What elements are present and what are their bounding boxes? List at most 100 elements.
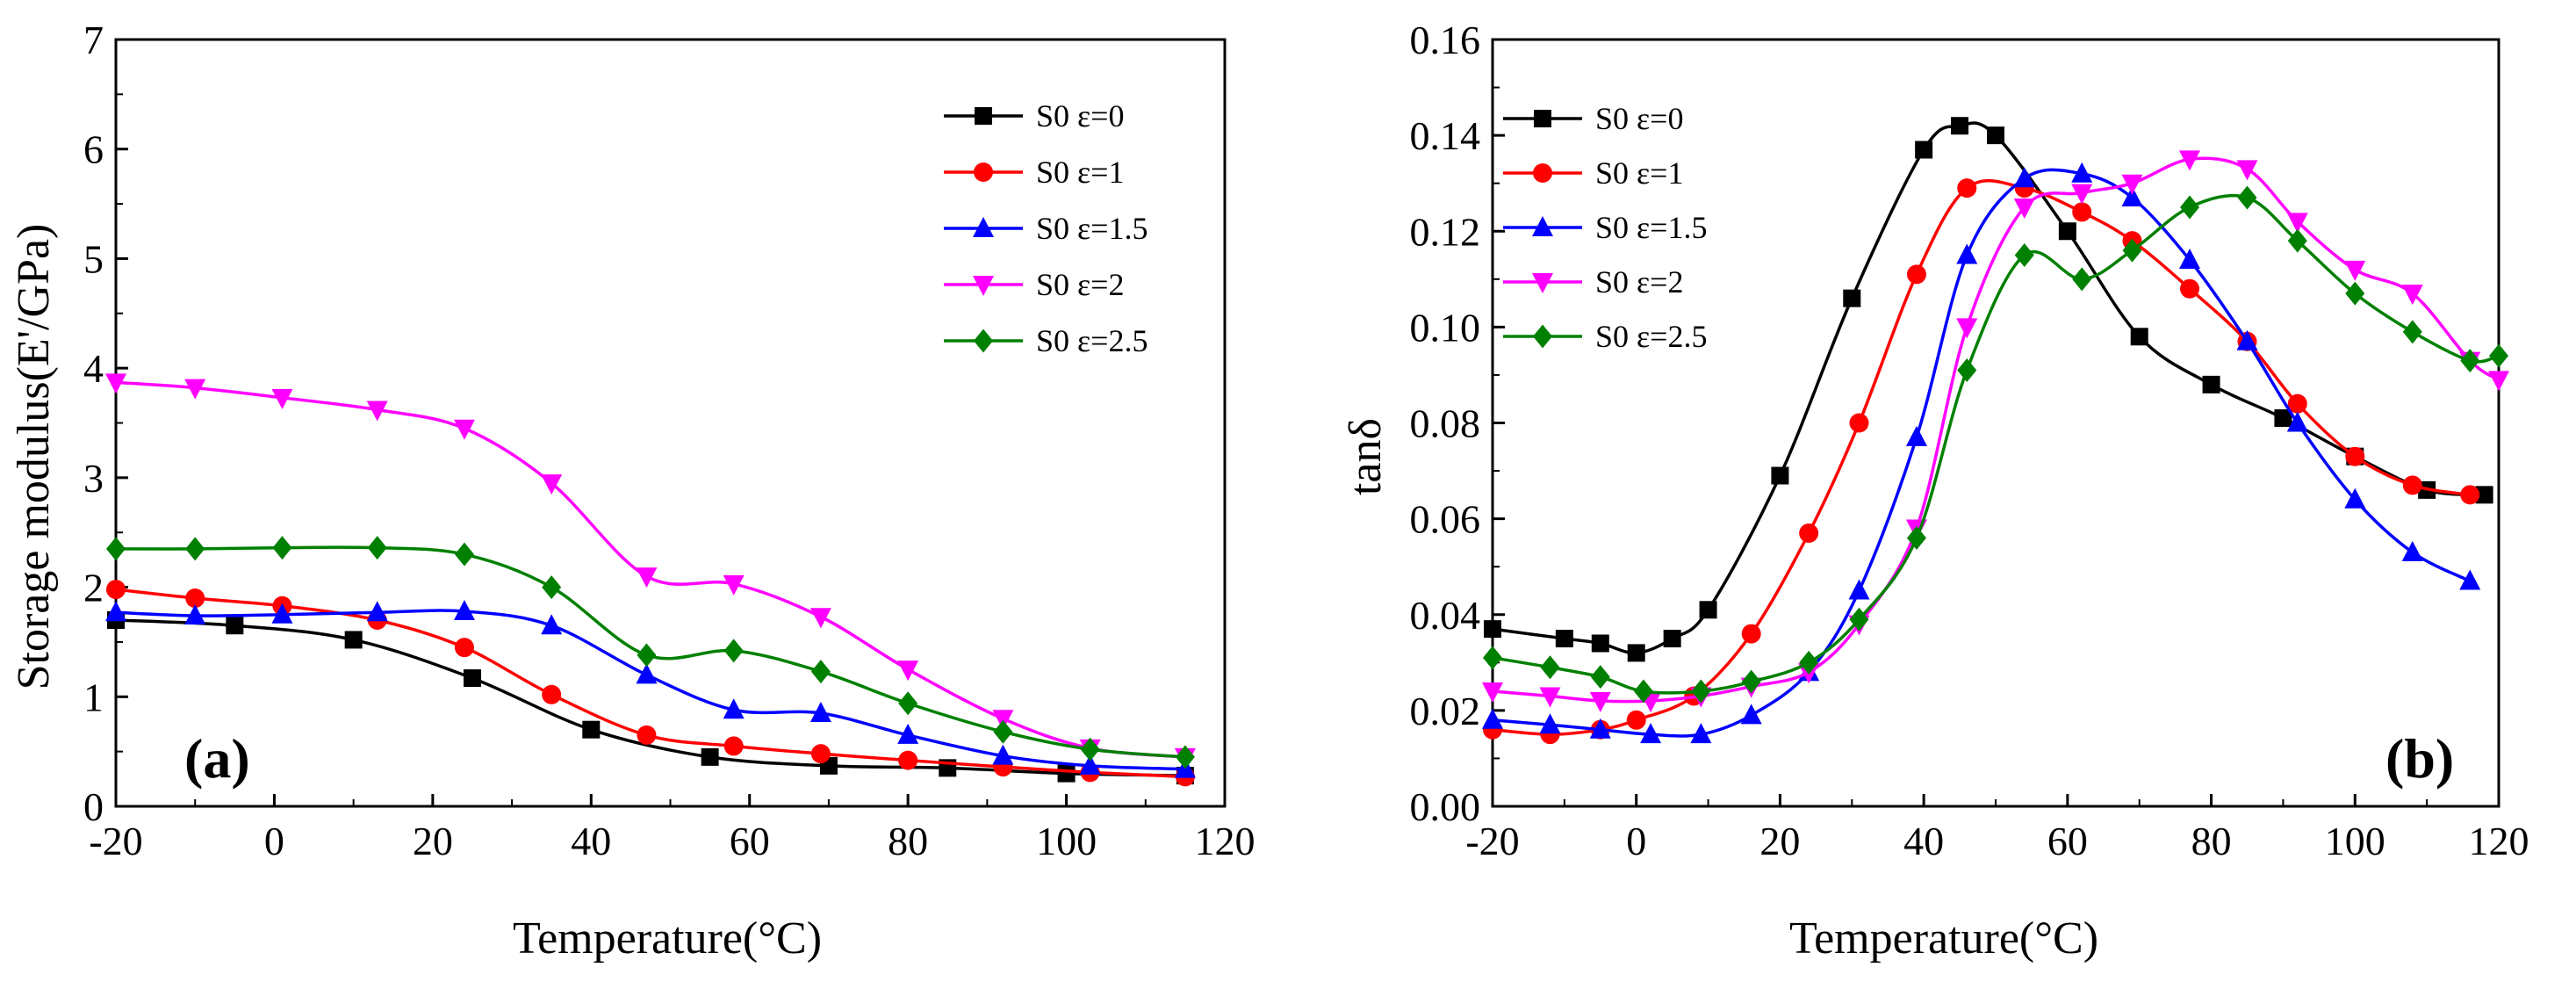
data-point: [897, 723, 919, 744]
x-tick-label: 120: [2469, 819, 2529, 863]
data-point: [1484, 620, 1501, 639]
data-point: [184, 379, 206, 400]
y-axis-title: Storage modulus(E'/GPa): [9, 224, 59, 690]
data-point: [366, 401, 388, 422]
legend-item: S0 ε=1.5: [944, 211, 1148, 246]
series-1: [1484, 117, 2493, 662]
x-tick-label: -20: [89, 819, 142, 863]
data-point: [185, 537, 205, 561]
legend-label: S0 ε=2: [1036, 267, 1124, 302]
data-point: [1539, 687, 1561, 708]
data-point: [2344, 260, 2366, 281]
x-tick-label: 0: [264, 819, 284, 863]
data-point: [809, 608, 831, 629]
y-tick-label: 0.14: [1410, 113, 1481, 158]
data-point: [1640, 723, 1662, 744]
data-point: [809, 701, 831, 722]
x-tick-label: 20: [1759, 819, 1800, 863]
data-point: [2401, 285, 2423, 306]
data-point: [1957, 178, 1977, 199]
data-point: [185, 588, 205, 609]
data-point: [2071, 184, 2093, 205]
legend-item: S0 ε=2.5: [944, 323, 1148, 358]
data-point: [992, 744, 1014, 765]
series-4: [105, 373, 1196, 769]
data-point: [2488, 371, 2509, 392]
data-point: [2179, 248, 2201, 269]
legend-marker: [1532, 273, 1553, 293]
data-point: [2236, 160, 2258, 181]
data-point: [463, 669, 481, 688]
data-point: [2121, 186, 2143, 207]
legend-marker: [1533, 324, 1552, 349]
data-point: [1957, 357, 1977, 382]
data-point: [454, 638, 474, 658]
data-point: [1540, 655, 1560, 680]
data-point: [106, 537, 126, 561]
data-point: [1591, 634, 1609, 653]
data-point: [542, 575, 562, 600]
data-point: [723, 698, 745, 719]
data-point: [1590, 665, 1610, 689]
x-tick-label: -20: [1465, 819, 1519, 863]
data-point: [2344, 487, 2366, 509]
data-point: [2286, 411, 2308, 432]
y-tick-label: 0: [83, 784, 104, 829]
data-point: [1539, 713, 1561, 734]
data-point: [2460, 349, 2480, 373]
data-point: [541, 614, 563, 635]
y-tick-label: 7: [83, 18, 104, 62]
data-point: [723, 639, 744, 663]
data-point: [2202, 375, 2220, 393]
y-tick-label: 0.04: [1410, 593, 1481, 638]
data-point: [2274, 409, 2292, 428]
legend-marker: [973, 217, 994, 237]
data-point: [1956, 318, 1978, 339]
data-point: [106, 580, 126, 600]
data-point: [1080, 737, 1100, 762]
legend-item: S0 ε=1: [1503, 155, 1683, 191]
y-tick-label: 5: [83, 236, 104, 281]
legend-label: S0 ε=0: [1595, 101, 1683, 136]
data-point: [105, 373, 126, 394]
data-point: [2014, 243, 2034, 268]
data-point: [1905, 425, 1927, 446]
x-tick-label: 100: [1036, 819, 1097, 863]
legend-marker: [975, 107, 992, 125]
data-point: [1691, 679, 1711, 704]
legend-item: S0 ε=2: [944, 267, 1124, 302]
series-line: [1492, 193, 2500, 695]
data-point: [1906, 525, 1926, 550]
data-point: [1057, 764, 1076, 783]
y-tick-label: 3: [83, 456, 104, 501]
data-point: [2072, 267, 2092, 292]
data-point: [366, 601, 388, 622]
data-point: [1849, 607, 1869, 632]
data-point: [898, 691, 918, 716]
legend-label: S0 ε=2: [1595, 264, 1683, 300]
x-tick-label: 40: [1903, 819, 1944, 863]
data-point: [1849, 413, 1869, 433]
data-point: [226, 617, 244, 635]
legend-label: S0 ε=2.5: [1036, 323, 1148, 358]
x-tick-label: 100: [2325, 819, 2385, 863]
y-tick-label: 6: [83, 127, 104, 172]
x-tick-label: 0: [1626, 819, 1646, 863]
x-tick-label: 60: [2047, 819, 2088, 863]
data-point: [2180, 278, 2200, 299]
series-line: [1492, 121, 2485, 655]
y-tick-label: 0.12: [1410, 209, 1481, 254]
legend: S0 ε=0 S0 ε=1 S0 ε=1.5 S0 ε=2 S0 ε=2.5: [1503, 101, 1707, 354]
data-point: [1663, 630, 1681, 648]
legend-marker: [973, 276, 994, 296]
tan-delta-chart: Temperature(°C) tanδ (b) -20 0 20 40 60 80 100…: [1341, 18, 2529, 964]
data-point: [1951, 117, 1969, 135]
data-point: [271, 603, 293, 624]
chart-panel-a: Temperature(°C) Storage modulus(E'/GPa) …: [0, 0, 1288, 985]
data-point: [2489, 343, 2508, 368]
y-tick-label: 1: [83, 675, 104, 719]
data-point: [1771, 466, 1789, 485]
data-point: [898, 750, 918, 770]
data-point: [1690, 723, 1712, 744]
data-point: [1915, 141, 1933, 159]
